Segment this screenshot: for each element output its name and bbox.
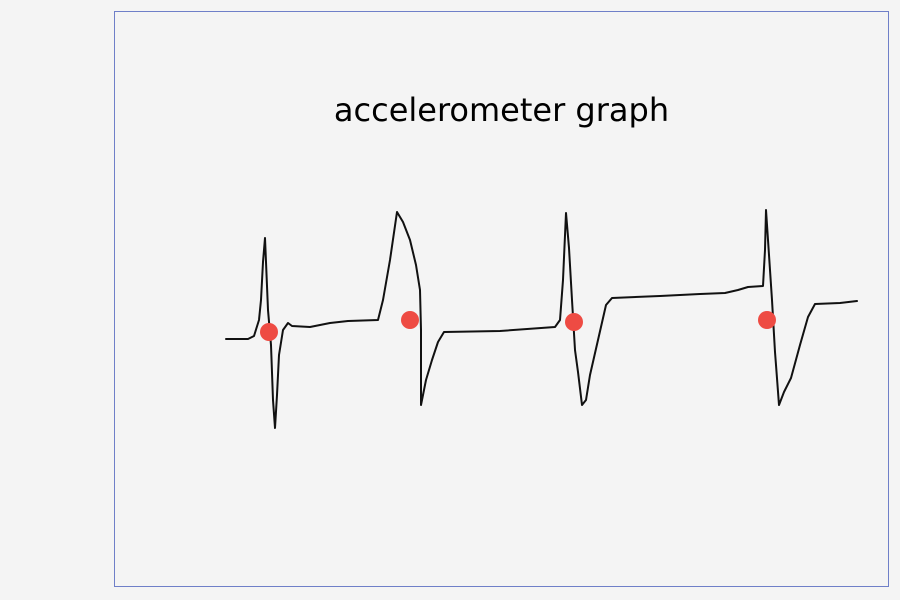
spike-marker — [401, 311, 419, 329]
slide-frame — [114, 11, 889, 587]
spike-marker — [260, 323, 278, 341]
marker-group — [260, 311, 776, 341]
signal-line — [225, 209, 858, 429]
spike-marker — [565, 313, 583, 331]
graph-title: accelerometer graph — [333, 91, 670, 129]
spike-marker — [758, 311, 776, 329]
